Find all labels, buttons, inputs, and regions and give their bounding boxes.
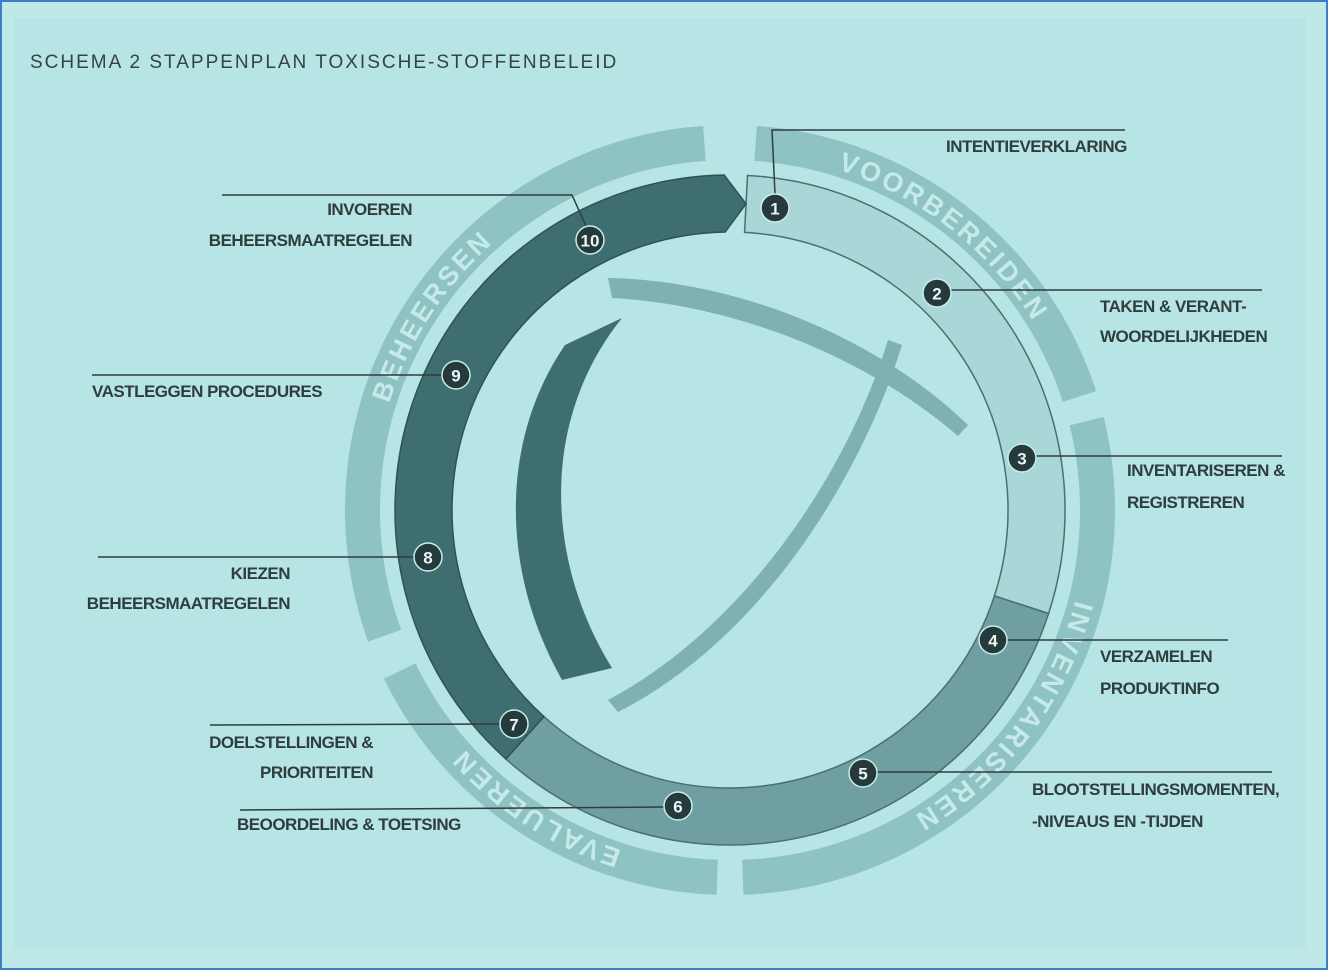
step-label: WOORDELIJKHEDEN bbox=[1100, 327, 1267, 346]
step-label: VERZAMELEN bbox=[1100, 647, 1212, 666]
step-label: BEOORDELING & TOETSING bbox=[237, 815, 461, 834]
step-label: BEHEERSMAATREGELEN bbox=[209, 231, 412, 250]
step-number: 4 bbox=[988, 632, 998, 651]
step-label: BEHEERSMAATREGELEN bbox=[87, 594, 290, 613]
step-label: REGISTREREN bbox=[1127, 493, 1245, 512]
step-number: 5 bbox=[858, 765, 867, 784]
step-number: 6 bbox=[673, 798, 682, 817]
step-label: INVOEREN bbox=[327, 200, 412, 219]
step-number: 10 bbox=[581, 232, 600, 251]
diagram: SCHEMA 2 STAPPENPLAN TOXISCHE-STOFFENBEL… bbox=[0, 0, 1328, 970]
step-label: INTENTIEVERKLARING bbox=[946, 137, 1127, 156]
step-label: PRIORITEITEN bbox=[260, 763, 373, 782]
step-label: VASTLEGGEN PROCEDURES bbox=[92, 382, 322, 401]
step-number: 3 bbox=[1017, 450, 1026, 469]
step-label: BLOOTSTELLINGSMOMENTEN, bbox=[1032, 780, 1279, 799]
step-label: KIEZEN bbox=[231, 564, 291, 583]
step-number: 1 bbox=[770, 200, 779, 219]
title: SCHEMA 2 STAPPENPLAN TOXISCHE-STOFFENBEL… bbox=[30, 52, 618, 73]
step-number: 8 bbox=[423, 549, 432, 568]
step-label: DOELSTELLINGEN & bbox=[209, 733, 373, 752]
step-label: TAKEN & VERANT- bbox=[1100, 297, 1246, 316]
step-label: -NIVEAUS EN -TIJDEN bbox=[1032, 812, 1203, 831]
step-label: INVENTARISEREN & bbox=[1127, 461, 1285, 480]
step-number: 9 bbox=[451, 367, 460, 386]
step-number: 7 bbox=[509, 716, 518, 735]
step-label: PRODUKTINFO bbox=[1100, 679, 1219, 698]
step-number: 2 bbox=[932, 285, 941, 304]
leader-line bbox=[210, 724, 500, 725]
